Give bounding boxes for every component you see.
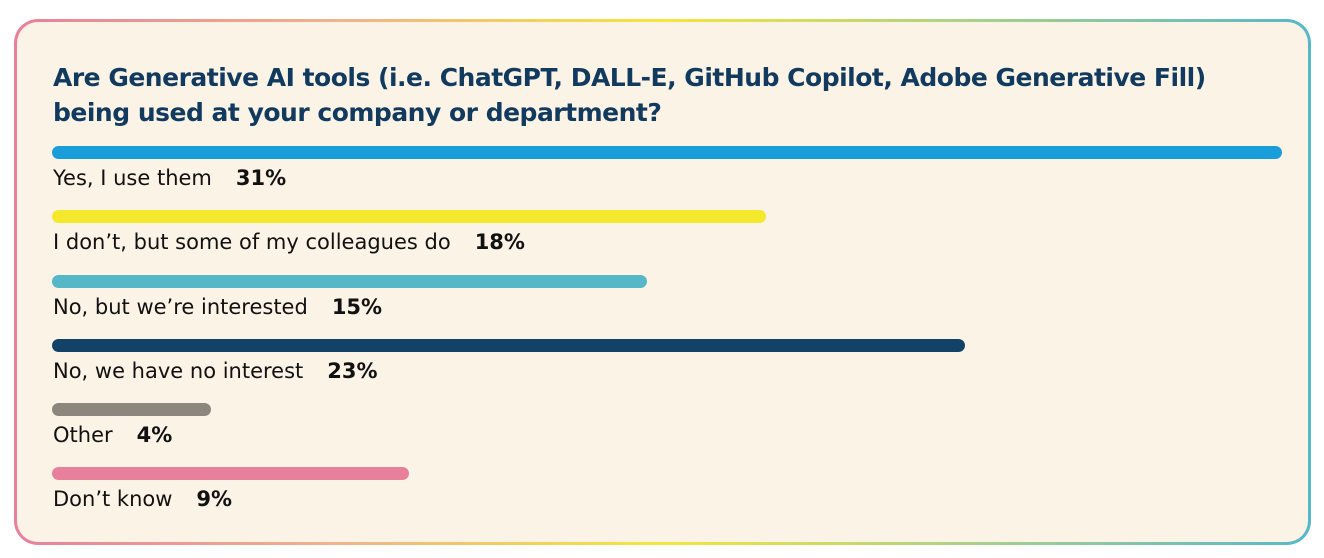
value-label: 15% [331, 294, 383, 319]
bar-label: Other 4% [53, 423, 172, 447]
bar-row: Don’t know 9% [52, 467, 1282, 531]
bar-row: No, but we’re interested 15% [52, 274, 1282, 339]
category-label: Yes, I use them [53, 166, 212, 190]
category-label: No, but we’re interested [53, 294, 308, 319]
category-label: Don’t know [53, 487, 173, 512]
bar-row: Yes, I use them 31% [52, 146, 1282, 210]
bar-row: Other 4% [52, 403, 1282, 467]
bar-label: Don’t know 9% [53, 487, 232, 511]
category-label: Other [53, 423, 113, 448]
bar-label: I don’t, but some of my colleagues do 18% [53, 230, 525, 254]
category-label: I don’t, but some of my colleagues do [53, 230, 451, 255]
bar-label: No, but we’re interested 15% [53, 295, 382, 319]
value-label: 4% [136, 423, 173, 448]
bar [52, 403, 211, 417]
bar [52, 274, 648, 288]
category-label: No, we have no interest [53, 358, 304, 383]
bar-row: No, we have no interest 23% [52, 338, 1282, 403]
value-label: 9% [196, 487, 233, 512]
value-label: 18% [474, 230, 525, 255]
value-label: 31% [235, 166, 287, 190]
bar-label: Yes, I use them 31% [53, 166, 286, 190]
bar [52, 146, 1282, 159]
bar [52, 467, 410, 481]
chart-title: Are Generative AI tools (i.e. ChatGPT, D… [53, 63, 1206, 127]
value-label: 23% [327, 358, 378, 383]
chart-card: Are Generative AI tools (i.e. ChatGPT, D… [17, 22, 1308, 542]
bar-row: I don’t, but some of my colleagues do 18% [52, 210, 1282, 274]
card-border: Are Generative AI tools (i.e. ChatGPT, D… [14, 19, 1311, 545]
bar [52, 338, 965, 352]
bar-label: No, we have no interest 23% [53, 359, 378, 383]
bar [52, 210, 767, 224]
bar-list: Yes, I use them 31% I don’t, but some of m… [52, 146, 1282, 532]
